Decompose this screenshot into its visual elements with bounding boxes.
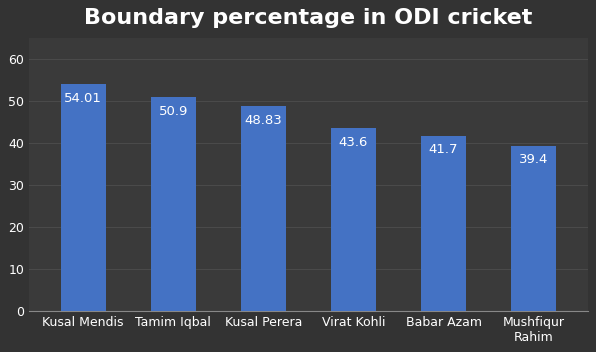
Text: 43.6: 43.6: [339, 136, 368, 149]
Bar: [61, 84, 105, 311]
Bar: [331, 128, 376, 311]
Text: 54.01: 54.01: [64, 92, 102, 105]
Bar: [241, 106, 286, 311]
Text: 41.7: 41.7: [429, 144, 458, 157]
Title: Boundary percentage in ODI cricket: Boundary percentage in ODI cricket: [84, 8, 533, 28]
Text: 50.9: 50.9: [159, 105, 188, 118]
Bar: [151, 98, 196, 311]
Text: 48.83: 48.83: [244, 114, 283, 127]
Bar: [421, 136, 466, 311]
Bar: [511, 146, 556, 311]
Text: 39.4: 39.4: [519, 153, 548, 166]
